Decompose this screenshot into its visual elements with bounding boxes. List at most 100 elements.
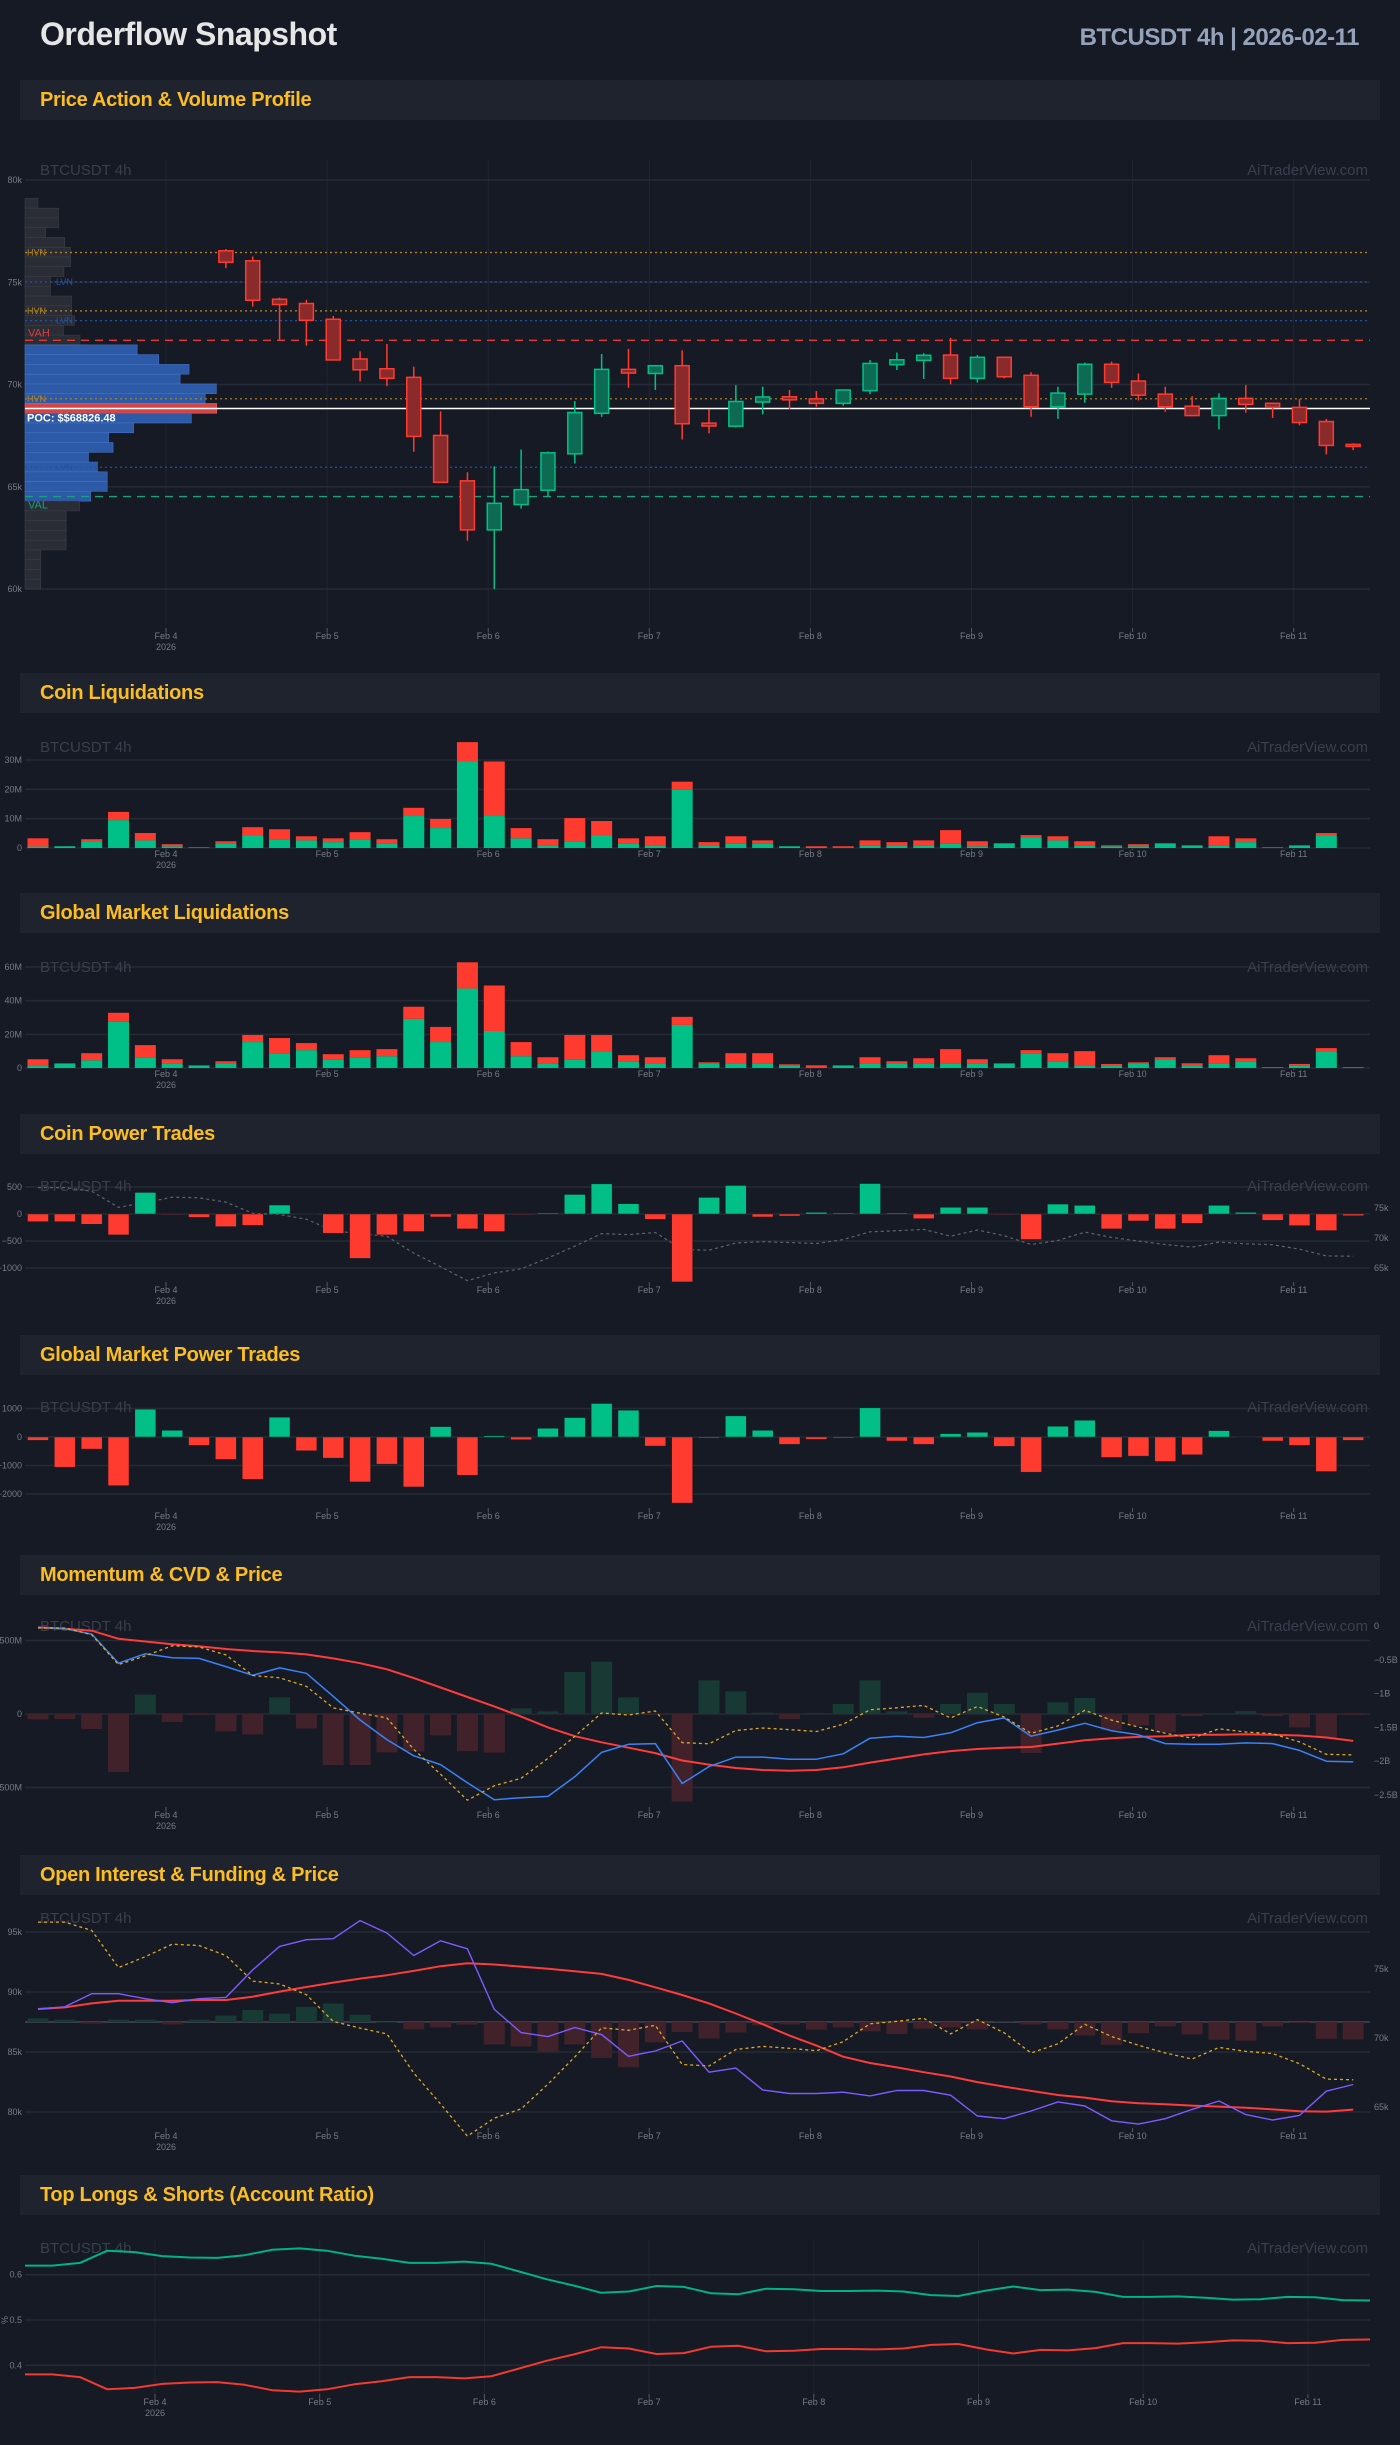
x-tick-label: Feb 6	[477, 1069, 500, 1079]
buy-power-bar	[590, 1403, 613, 1438]
x-tick-label: Feb 7	[638, 849, 661, 859]
momentum-negative-bar	[779, 1714, 801, 1719]
section-header-price-action: Price Action & Volume Profile	[20, 80, 1380, 120]
short-liquidation-bar	[940, 1049, 962, 1064]
price-line	[38, 1627, 1354, 1801]
y2-tick-label: −2.5B	[1374, 1790, 1398, 1800]
watermark-site: AiTraderView.com	[1247, 1178, 1368, 1195]
watermark-site: AiTraderView.com	[1247, 2240, 1368, 2257]
candle-body	[701, 422, 717, 427]
short-liquidation-bar	[1101, 1063, 1123, 1066]
buy-power-bar	[1208, 1205, 1230, 1215]
y-tick-label: 1000	[2, 1404, 22, 1414]
short-liquidation-bar	[483, 985, 505, 1031]
long-liquidation-bar	[242, 1042, 264, 1068]
long-liquidation-bar	[376, 843, 398, 848]
short-liquidation-bar	[376, 1049, 398, 1057]
short-liquidation-bar	[108, 811, 130, 821]
buy-power-bar	[859, 1407, 881, 1438]
sell-power-bar	[1020, 1213, 1042, 1240]
long-liquidation-bar	[1262, 1067, 1284, 1068]
momentum-negative-bar	[188, 1714, 210, 1716]
long-liquidation-bar	[1342, 1067, 1364, 1068]
y2-tick-label: 70k	[1374, 2033, 1389, 2043]
sell-power-bar	[27, 1213, 49, 1222]
candle	[862, 359, 878, 395]
oi-decrease-bar	[1020, 2022, 1042, 2025]
oi-decrease-bar	[1047, 2022, 1069, 2030]
oi-decrease-bar	[698, 2022, 720, 2039]
watermark-symbol: BTCUSDT 4h	[40, 1618, 131, 1635]
x-tick-year: 2026	[156, 1821, 176, 1831]
momentum-positive-bar	[1074, 1697, 1096, 1714]
sell-power-bar	[188, 1213, 210, 1218]
page-title: Orderflow Snapshot	[40, 16, 337, 52]
cvd-ma-line	[37, 1626, 1354, 1772]
short-liquidation-bar	[1047, 1053, 1069, 1062]
y-tick-label: 80k	[7, 2107, 22, 2117]
x-tick-label: Feb 6	[477, 2131, 500, 2141]
x-tick-label: Feb 10	[1119, 631, 1147, 641]
sell-power-bar	[27, 1436, 49, 1441]
x-tick-label: Feb 4	[154, 1511, 177, 1521]
long-liquidation-bar	[510, 1056, 532, 1068]
momentum-negative-bar	[215, 1714, 237, 1732]
oi-decrease-bar	[832, 2022, 854, 2028]
buy-power-bar	[268, 1416, 291, 1438]
x-tick-label: Feb 11	[1280, 1810, 1307, 1820]
long-liquidation-bar	[54, 1063, 76, 1068]
buy-power-bar	[725, 1415, 747, 1438]
momentum-positive-bar	[725, 1691, 747, 1714]
short-liquidation-bar	[832, 1065, 854, 1066]
sell-power-bar	[778, 1213, 801, 1217]
oi-increase-bar	[349, 2014, 371, 2022]
oi-decrease-bar	[591, 2022, 613, 2058]
long-liquidation-bar	[859, 845, 881, 848]
buy-power-bar	[805, 1212, 828, 1215]
long-liquidation-bar	[537, 845, 559, 848]
x-tick-label: Feb 8	[799, 1810, 822, 1820]
long-liquidation-bar	[591, 835, 613, 848]
momentum-positive-bar	[805, 1713, 827, 1714]
x-tick-label: Feb 9	[960, 1511, 983, 1521]
long-liquidation-bar	[832, 1065, 854, 1068]
volume-profile-bar	[24, 569, 41, 580]
y-tick-label: 0	[17, 1209, 22, 1219]
long-liquidation-bar	[886, 1063, 908, 1068]
short-liquidation-bar	[1127, 844, 1149, 847]
oi-decrease-bar	[644, 2022, 666, 2043]
short-liquidation-bar	[1020, 835, 1042, 838]
x-tick-label: Feb 4	[154, 849, 177, 859]
sell-power-bar	[993, 1436, 1015, 1447]
sell-power-bar	[644, 1213, 667, 1220]
sell-power-bar	[1154, 1436, 1177, 1462]
y-tick-label: 20M	[4, 1029, 22, 1039]
buy-power-bar	[1235, 1212, 1257, 1215]
y-tick-label: 500	[7, 1182, 22, 1192]
x-tick-label: Feb 5	[316, 849, 339, 859]
short-liquidation-bar	[134, 833, 156, 841]
sell-power-bar	[1020, 1436, 1042, 1473]
sell-power-bar	[376, 1213, 398, 1236]
y-tick-label: 40M	[4, 996, 22, 1006]
volume-profile-bar	[24, 285, 51, 297]
short-liquidation-bar	[940, 830, 962, 844]
sell-power-bar	[295, 1436, 318, 1451]
oi-decrease-bar	[81, 2022, 103, 2024]
momentum-negative-bar	[1262, 1714, 1284, 1717]
short-liquidation-bar	[725, 1053, 747, 1064]
candle	[835, 389, 851, 406]
momentum-negative-bar	[108, 1714, 130, 1773]
short-liquidation-bar	[886, 1061, 908, 1064]
x-tick-label: Feb 10	[1119, 1069, 1147, 1079]
short-liquidation-bar	[913, 1058, 935, 1064]
x-tick-label: Feb 8	[799, 2131, 822, 2141]
long-liquidation-bar	[403, 1018, 425, 1068]
x-tick-label: Feb 6	[477, 1810, 500, 1820]
x-tick-label: Feb 8	[799, 631, 822, 641]
long-liquidation-bar	[1127, 846, 1149, 848]
x-tick-label: Feb 9	[960, 631, 983, 641]
x-tick-label: Feb 4	[154, 2131, 177, 2141]
x-tick-label: Feb 11	[1280, 1069, 1307, 1079]
long-liquidation-bar	[510, 838, 532, 848]
